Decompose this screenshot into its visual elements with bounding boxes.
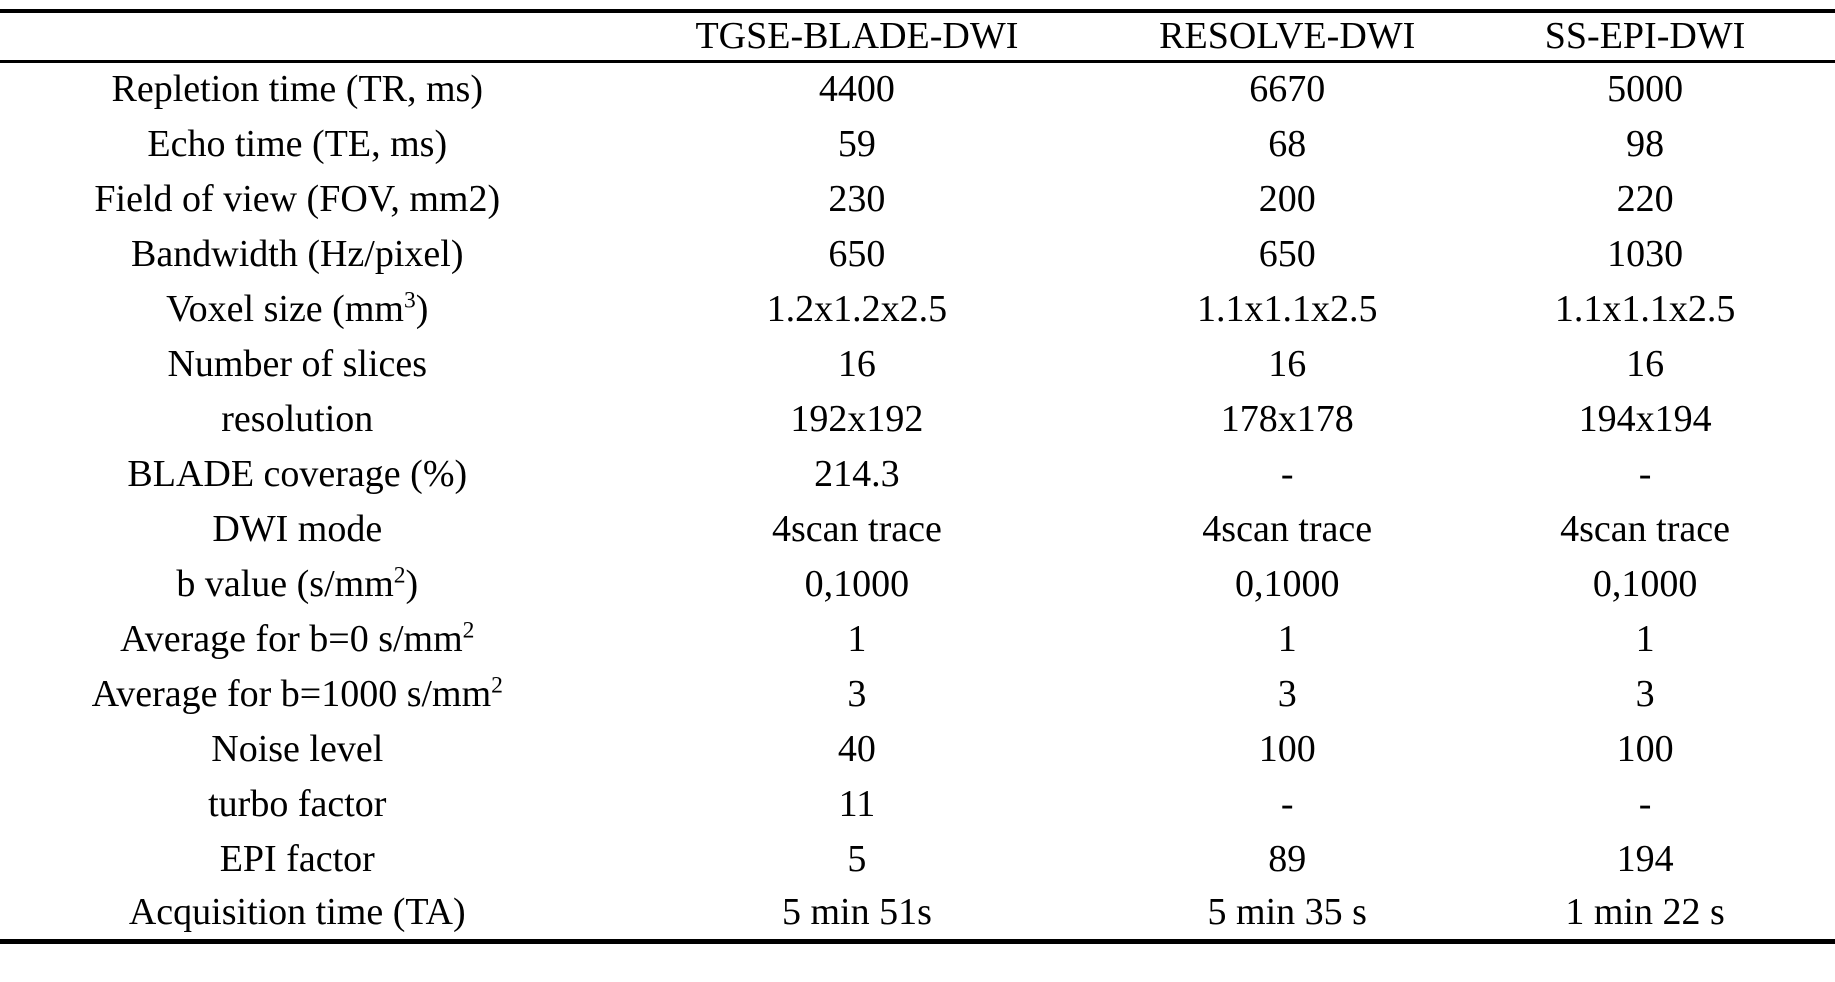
cell-value: - — [1638, 452, 1652, 495]
table-row: Bandwidth (Hz/pixel) 650 650 1030 — [0, 226, 1835, 281]
cell-value: 16 — [837, 342, 876, 385]
cell-value: - — [1280, 452, 1294, 495]
cell-value: 3 — [1277, 672, 1297, 715]
column-header: RESOLVE-DWI — [1159, 15, 1416, 58]
table-row: Noise level 40 100 100 — [0, 721, 1835, 776]
cell-value: 0,1000 — [804, 562, 910, 605]
cell-value: - — [1638, 782, 1652, 825]
table-row: Number of slices 16 16 16 — [0, 336, 1835, 391]
row-label: EPI factor — [219, 837, 375, 880]
row-label: Number of slices — [167, 342, 428, 385]
table-row: Field of view (FOV, mm2) 230 200 220 — [0, 171, 1835, 226]
table-row: turbo factor 11 - - — [0, 776, 1835, 831]
cell-value: 98 — [1626, 122, 1665, 165]
row-label: Average for b=0 s/mm2 — [120, 616, 475, 660]
table-row: Voxel size (mm3) 1.2x1.2x2.5 1.1x1.1x2.5… — [0, 281, 1835, 336]
table-body: Repletion time (TR, ms) 4400 6670 5000 E… — [0, 61, 1835, 941]
row-label: Voxel size (mm3) — [166, 286, 429, 330]
header-row: TGSE-BLADE-DWI RESOLVE-DWI SS-EPI-DWI — [0, 11, 1835, 61]
cell-value: 5 min 35 s — [1207, 891, 1367, 934]
cell-value: 6670 — [1249, 68, 1326, 111]
cell-value: 40 — [837, 727, 876, 770]
cell-value: 1 — [1635, 617, 1655, 660]
sequence-parameters-table: TGSE-BLADE-DWI RESOLVE-DWI SS-EPI-DWI Repl… — [0, 9, 1835, 944]
table-row: EPI factor 5 89 194 — [0, 831, 1835, 886]
cell-value: 214.3 — [814, 452, 900, 495]
cell-value: 194x194 — [1578, 397, 1712, 440]
cell-value: 5000 — [1607, 68, 1684, 111]
cell-value: 1.1x1.1x2.5 — [1554, 287, 1736, 330]
row-label: b value (s/mm2) — [176, 561, 419, 605]
row-label: Acquisition time (TA) — [128, 891, 466, 934]
cell-value: 0,1000 — [1592, 562, 1698, 605]
document-page: TGSE-BLADE-DWI RESOLVE-DWI SS-EPI-DWI Repl… — [0, 9, 1835, 982]
cell-value: 89 — [1268, 837, 1307, 880]
cell-value: 200 — [1258, 177, 1316, 220]
table-row: Repletion time (TR, ms) 4400 6670 5000 — [0, 61, 1835, 116]
cell-value: 1030 — [1607, 232, 1684, 275]
table-head: TGSE-BLADE-DWI RESOLVE-DWI SS-EPI-DWI — [0, 11, 1835, 61]
cell-value: 1 — [847, 617, 867, 660]
column-header: SS-EPI-DWI — [1544, 15, 1746, 58]
cell-value: 1.2x1.2x2.5 — [766, 287, 948, 330]
table-row: BLADE coverage (%) 214.3 - - — [0, 446, 1835, 501]
cell-value: 178x178 — [1220, 397, 1354, 440]
row-label: Noise level — [211, 727, 384, 770]
row-label: Echo time (TE, ms) — [147, 122, 448, 165]
cell-value: 1 — [1277, 617, 1297, 660]
cell-value: - — [1280, 782, 1294, 825]
cell-value: 4scan trace — [772, 507, 942, 550]
table-row: Echo time (TE, ms) 59 68 98 — [0, 116, 1835, 171]
table-row: DWI mode 4scan trace 4scan trace 4scan t… — [0, 501, 1835, 556]
row-label: resolution — [221, 397, 374, 440]
cell-value: 4scan trace — [1202, 507, 1373, 550]
table-row: b value (s/mm2) 0,1000 0,1000 0,1000 — [0, 556, 1835, 611]
cell-value: 192x192 — [790, 397, 924, 440]
cell-value: 11 — [838, 782, 876, 825]
cell-value: 650 — [1258, 232, 1316, 275]
cell-value: 100 — [1258, 727, 1316, 770]
cell-value: 3 — [847, 672, 867, 715]
row-label: DWI mode — [212, 507, 383, 550]
cell-value: 650 — [828, 232, 886, 275]
row-label: Average for b=1000 s/mm2 — [91, 671, 503, 715]
cell-value: 0,1000 — [1234, 562, 1340, 605]
row-label: Bandwidth (Hz/pixel) — [131, 232, 464, 275]
table-row: Acquisition time (TA) 5 min 51s 5 min 35… — [0, 886, 1835, 941]
table-row: Average for b=1000 s/mm2 3 3 3 — [0, 666, 1835, 721]
cell-value: 1 min 22 s — [1565, 891, 1725, 934]
cell-value: 59 — [837, 122, 876, 165]
cell-value: 220 — [1616, 177, 1674, 220]
table-row: resolution 192x192 178x178 194x194 — [0, 391, 1835, 446]
cell-value: 4400 — [818, 68, 895, 111]
row-label: Repletion time (TR, ms) — [111, 68, 484, 111]
cell-value: 16 — [1268, 342, 1307, 385]
row-label: Field of view (FOV, mm2) — [94, 177, 501, 220]
row-label: BLADE coverage (%) — [127, 452, 468, 495]
cell-value: 230 — [828, 177, 886, 220]
column-header: TGSE-BLADE-DWI — [695, 15, 1019, 58]
cell-value: 16 — [1626, 342, 1665, 385]
cell-value: 68 — [1268, 122, 1307, 165]
row-label: turbo factor — [208, 782, 387, 825]
cell-value: 5 — [847, 837, 867, 880]
cell-value: 194 — [1616, 837, 1674, 880]
cell-value: 3 — [1635, 672, 1655, 715]
cell-value: 100 — [1616, 727, 1674, 770]
cell-value: 4scan trace — [1560, 507, 1730, 550]
column-header — [0, 11, 595, 61]
cell-value: 5 min 51s — [781, 891, 932, 934]
cell-value: 1.1x1.1x2.5 — [1196, 287, 1378, 330]
table-row: Average for b=0 s/mm2 1 1 1 — [0, 611, 1835, 666]
